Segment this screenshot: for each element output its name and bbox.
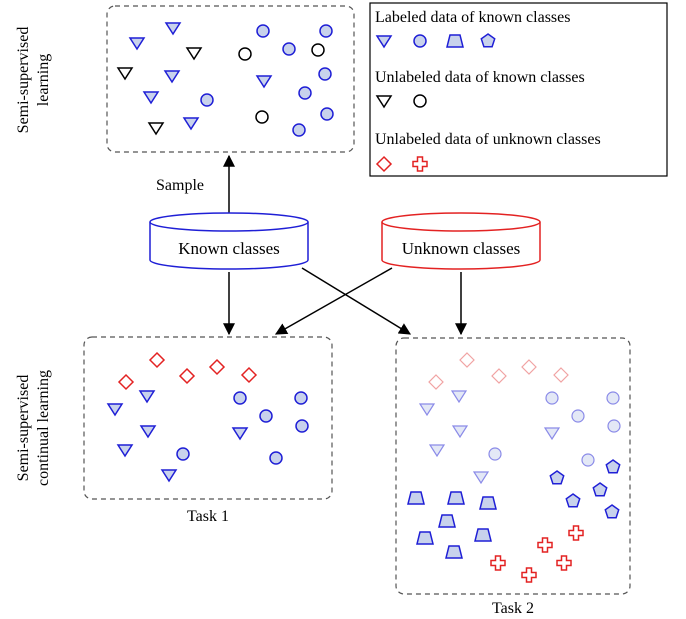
labeled-triangle [140,391,154,402]
labeled-circle [257,25,269,37]
labeled-circle [260,410,272,422]
labeled-triangle [130,38,144,49]
red-diamond [210,360,224,374]
labeled-triangle [166,23,180,34]
labeled-triangle [257,76,271,87]
known-classes-label: Known classes [178,239,280,258]
faded-diamond [554,368,568,382]
faded-diamond [522,360,536,374]
labeled-trapezoid [417,532,433,544]
faded-triangle [452,391,466,402]
arrow-known-to-task2 [302,268,410,334]
faded-triangle [430,445,444,456]
faded-triangle [453,426,467,437]
labeled-trapezoid [439,515,455,527]
red-cross [522,568,536,582]
side-label-top-line1: Semi-supervised [15,27,32,134]
faded-diamond [460,353,474,367]
labeled-triangle [233,428,247,439]
legend-unlabeled-unknown: Unlabeled data of unknown classes [375,131,601,148]
labeled-triangle [165,71,179,82]
labeled-trapezoid [448,492,464,504]
red-diamond [119,375,133,389]
unlabeled-circle [312,44,324,56]
labeled-trapezoid [480,497,496,509]
task2-points [408,353,620,582]
labeled-triangle [184,118,198,129]
side-label-bottom-line2: continual learning [35,370,52,486]
sample-label: Sample [156,177,204,194]
red-cross [557,556,571,570]
labeled-trapezoid [475,529,491,541]
labeled-pentagon [550,471,563,484]
faded-circle [489,448,501,460]
semi-supervised-sample-box [107,6,354,152]
labeled-trapezoid [408,492,424,504]
unlabeled-circle [239,48,251,60]
red-cross [569,526,583,540]
faded-circle [546,392,558,404]
task2-box [396,338,630,594]
unlabeled-circle [256,111,268,123]
faded-triangle [474,472,488,483]
labeled-triangle [141,426,155,437]
unlabeled-triangle [187,48,201,59]
labeled-circle [296,420,308,432]
faded-diamond [429,375,443,389]
labeled-circle [319,68,331,80]
labeled-circle [320,25,332,37]
known-classes-cylinder: Known classes [150,213,308,269]
labeled-pentagon [593,483,606,496]
faded-circle [608,420,620,432]
labeled-circle [201,94,213,106]
side-label-continual: Semi-supervised continual learning [15,370,52,486]
labeled-triangle [162,470,176,481]
legend-labeled-circle [414,35,426,47]
labeled-circle [321,108,333,120]
faded-triangle [420,404,434,415]
labeled-pentagon [605,505,618,518]
side-label-bottom-line1: Semi-supervised [15,375,32,482]
faded-circle [607,392,619,404]
top-box-points [118,23,333,136]
labeled-pentagon [606,460,619,473]
task2-label: Task 2 [492,600,534,617]
labeled-circle [270,452,282,464]
labeled-triangle [118,445,132,456]
labeled-trapezoid [446,546,462,558]
labeled-circle [234,392,246,404]
legend-unlabeled-known: Unlabeled data of known classes [375,69,585,86]
unknown-classes-label: Unknown classes [402,239,521,258]
red-cross [538,538,552,552]
faded-circle [582,454,594,466]
red-diamond [242,368,256,382]
labeled-triangle [144,92,158,103]
labeled-circle [299,87,311,99]
faded-triangle [545,428,559,439]
labeled-triangle [108,404,122,415]
legend-box [370,3,667,176]
task1-label: Task 1 [187,508,229,525]
task1-box [84,337,332,499]
unlabeled-triangle [118,68,132,79]
labeled-circle [177,448,189,460]
labeled-circle [295,392,307,404]
legend-labeled-trapezoid [447,35,463,47]
legend-labeled-known: Labeled data of known classes [375,9,570,26]
red-cross [491,556,505,570]
unlabeled-triangle [149,123,163,134]
task1-points [108,353,308,481]
faded-circle [572,410,584,422]
red-diamond [180,369,194,383]
labeled-pentagon [566,494,579,507]
labeled-circle [283,43,295,55]
side-label-top-line2: learning [35,54,52,106]
labeled-circle [293,124,305,136]
faded-diamond [492,369,506,383]
unknown-classes-cylinder: Unknown classes [382,213,540,269]
side-label-semi-supervised: Semi-supervised learning [15,27,52,134]
arrow-unknown-to-task1 [276,268,392,334]
red-diamond [150,353,164,367]
